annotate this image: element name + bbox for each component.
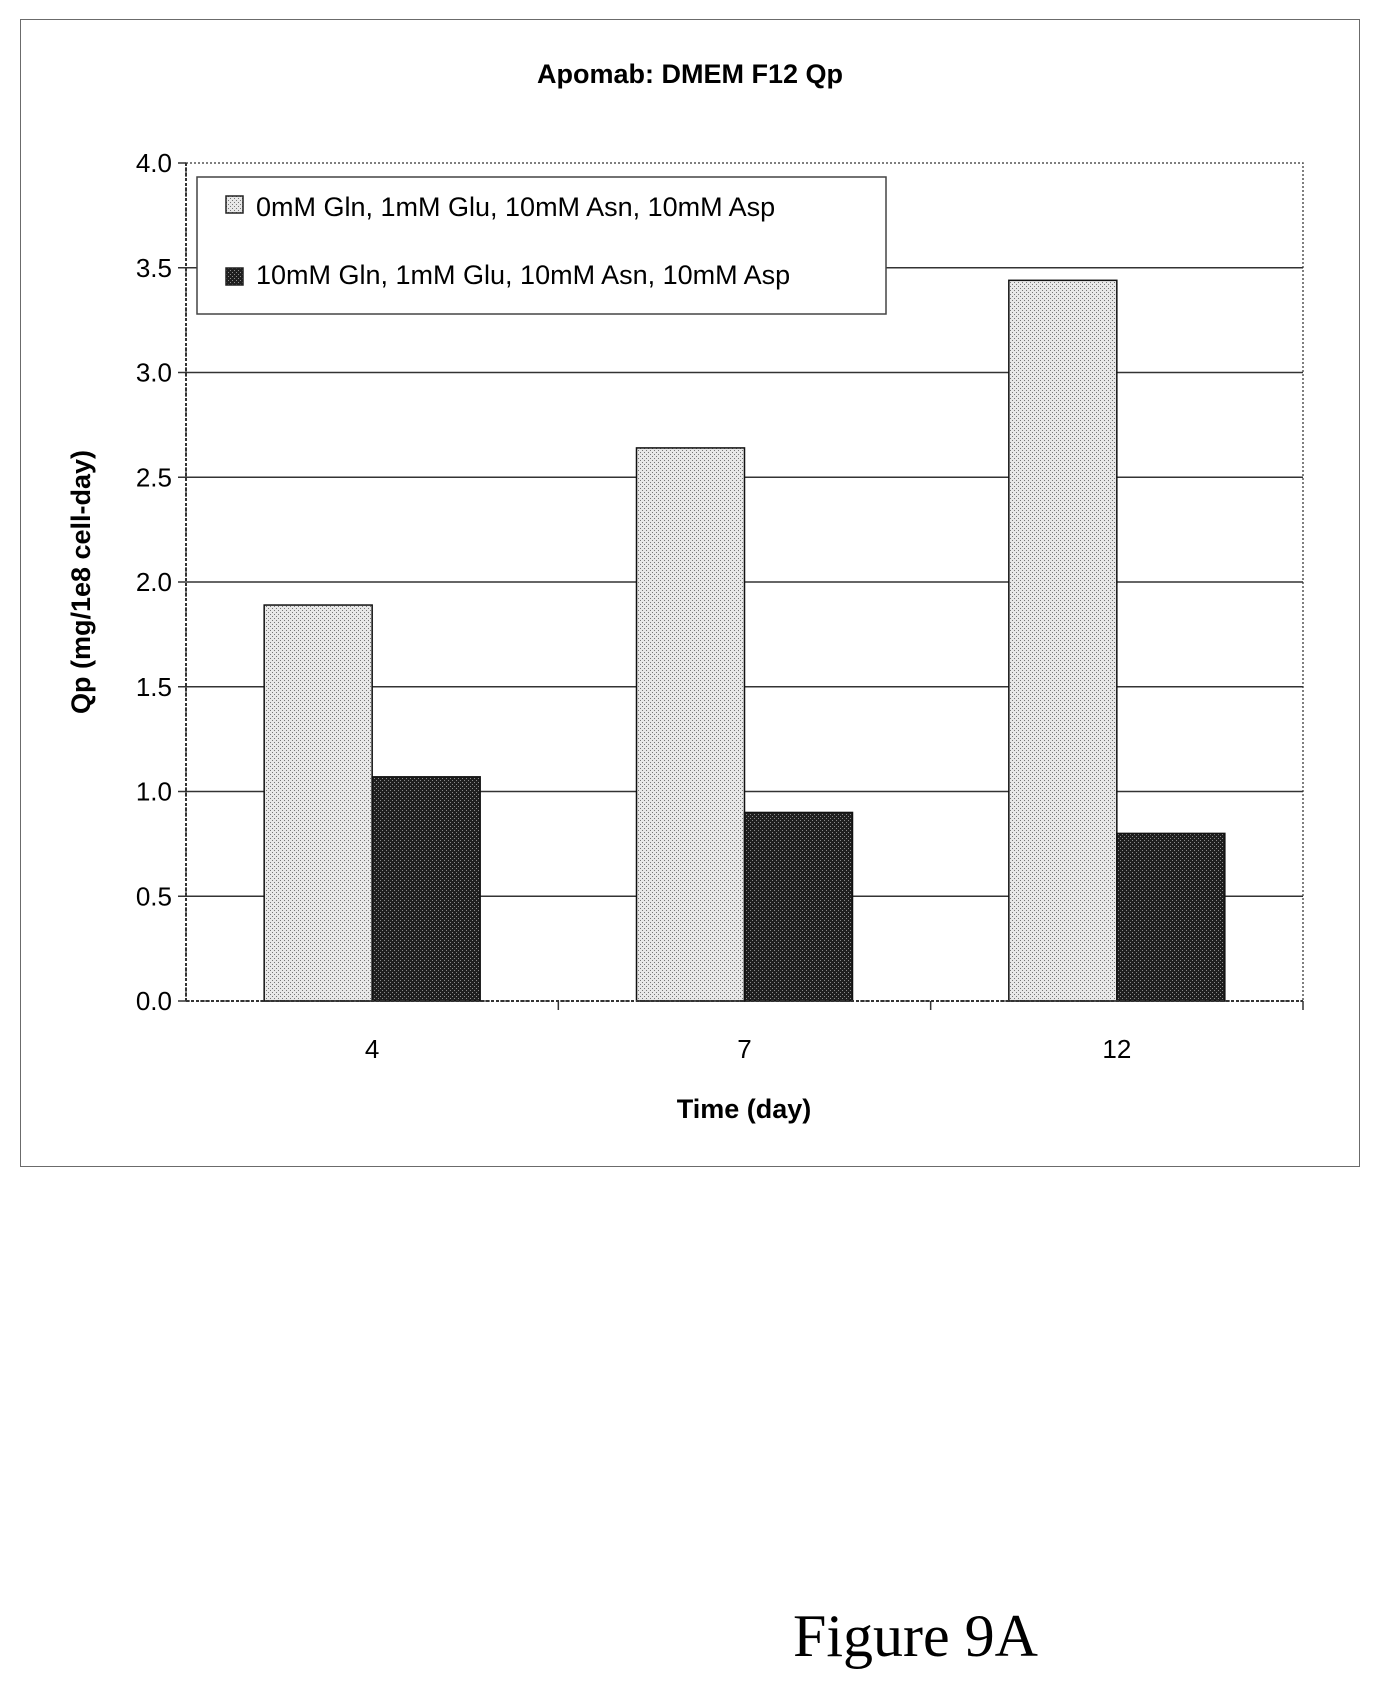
axis-ticks: 0.0 0.5 1.0 1.5 2.0 2.5 3.0 3.5 4.0 4 7 12 [136,148,1304,1064]
bar-series-2-day-4 [371,776,481,1002]
chart-frame [20,19,1360,1167]
y-tick-label: 4.0 [136,148,172,178]
legend-swatch-series-2 [225,267,244,286]
y-tick-label: 2.0 [136,567,172,597]
y-tick-label: 0.0 [136,986,172,1016]
legend-box [196,176,887,315]
x-tick-label: 4 [365,1034,379,1064]
y-tick-label: 3.5 [136,253,172,283]
figure-caption: Figure 9A [793,1603,1038,1669]
bars [263,279,1226,1002]
bar-series-2-day-7 [743,811,854,1002]
y-tick-label: 2.5 [136,462,172,492]
x-axis-title: Time (day) [677,1094,812,1124]
y-tick-label: 1.5 [136,672,172,702]
y-tick-label: 0.5 [136,881,172,911]
bar-series-1-day-4 [263,604,373,1002]
x-tick-label: 7 [737,1034,751,1064]
legend-label-series-1: 0mM Gln, 1mM Glu, 10mM Asn, 10mM Asp [256,192,775,222]
y-tick-label: 1.0 [136,777,172,807]
bar-series-1-day-12 [1008,279,1118,1002]
chart-title: Apomab: DMEM F12 Qp [537,59,843,89]
bar-series-2-day-12 [1116,832,1226,1002]
y-axis-title: Qp (mg/1e8 cell-day) [66,450,96,714]
x-tick-label: 12 [1102,1034,1131,1064]
bar-series-1-day-7 [635,447,746,1002]
legend: 0mM Gln, 1mM Glu, 10mM Asn, 10mM Asp 10m… [196,176,887,315]
legend-label-series-2: 10mM Gln, 1mM Glu, 10mM Asn, 10mM Asp [256,260,790,290]
y-tick-label: 3.0 [136,358,172,388]
legend-swatch-series-1 [225,195,244,214]
